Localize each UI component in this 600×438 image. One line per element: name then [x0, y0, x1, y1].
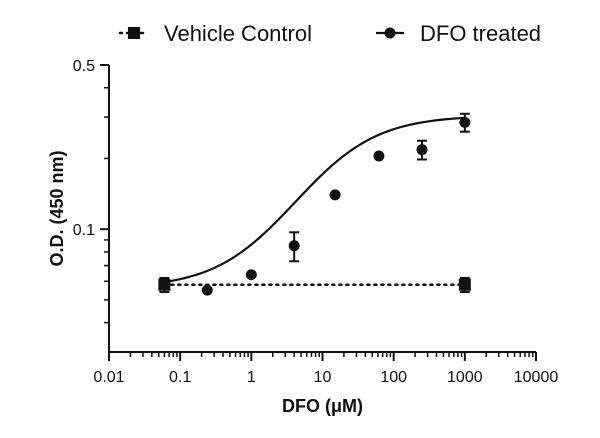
- series-dfo-treated: [164, 112, 471, 296]
- legend-label: DFO treated: [420, 21, 541, 46]
- legend-label: Vehicle Control: [164, 21, 312, 46]
- legend-item-vehicle-control: Vehicle Control: [118, 21, 312, 46]
- legend-marker: [128, 27, 140, 39]
- x-tick-label: 1000: [447, 369, 483, 386]
- data-point: [288, 240, 300, 252]
- series-vehicle-control: [158, 276, 471, 294]
- y-tick-label: 0.1: [73, 222, 95, 239]
- data-point: [416, 144, 428, 156]
- y-tick-label: 0.5: [73, 58, 95, 75]
- x-tick-label: 0.1: [169, 369, 191, 386]
- x-tick-label: 0.01: [93, 369, 124, 386]
- x-tick-label: 10: [314, 369, 332, 386]
- fit-curve: [164, 116, 465, 284]
- x-tick-label: 10000: [514, 369, 559, 386]
- data-point: [458, 278, 471, 291]
- x-tick-label: 1: [247, 369, 256, 386]
- data-point: [329, 189, 341, 201]
- series-layer: [158, 112, 471, 296]
- data-point: [245, 269, 257, 281]
- x-axis-title: DFO (μM): [282, 396, 363, 416]
- data-point: [201, 284, 213, 296]
- x-tick-label: 100: [380, 369, 407, 386]
- data-point: [459, 116, 471, 128]
- legend: Vehicle Control DFO treated: [118, 21, 541, 46]
- axes: 0.01 0.1 1 10 100 1000 10000 0.1 0.5: [73, 58, 559, 386]
- legend-marker: [384, 27, 396, 39]
- data-point: [373, 150, 385, 162]
- y-axis-title: O.D. (450 nm): [47, 150, 67, 266]
- legend-item-dfo-treated: DFO treated: [376, 21, 541, 46]
